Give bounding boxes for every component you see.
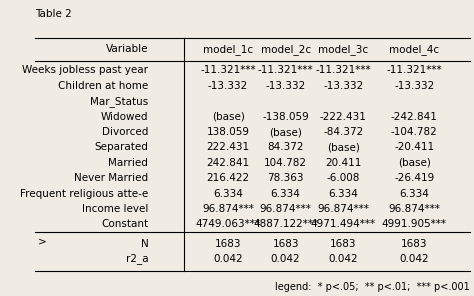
Text: 0.042: 0.042 [213, 254, 243, 264]
Text: model_2c: model_2c [261, 44, 311, 55]
Text: -11.321***: -11.321*** [316, 65, 371, 75]
Text: Separated: Separated [94, 142, 148, 152]
Text: -138.059: -138.059 [262, 112, 309, 122]
Text: 96.874***: 96.874*** [318, 204, 369, 214]
Text: 0.042: 0.042 [328, 254, 358, 264]
Text: Married: Married [109, 158, 148, 168]
Text: -84.372: -84.372 [323, 127, 364, 137]
Text: -222.431: -222.431 [320, 112, 367, 122]
Text: 1683: 1683 [330, 239, 356, 249]
Text: -13.332: -13.332 [208, 81, 248, 91]
Text: (base): (base) [398, 158, 430, 168]
Text: model_3c: model_3c [318, 44, 368, 55]
Text: -20.411: -20.411 [394, 142, 434, 152]
Text: -13.332: -13.332 [323, 81, 364, 91]
Text: -11.321***: -11.321*** [201, 65, 256, 75]
Text: 138.059: 138.059 [207, 127, 250, 137]
Text: Children at home: Children at home [58, 81, 148, 91]
Text: 1683: 1683 [215, 239, 241, 249]
Text: 216.422: 216.422 [207, 173, 250, 183]
Text: 78.363: 78.363 [267, 173, 304, 183]
Text: 1683: 1683 [401, 239, 428, 249]
Text: legend:  * p<.05;  ** p<.01;  *** p<.001: legend: * p<.05; ** p<.01; *** p<.001 [275, 282, 470, 292]
Text: (base): (base) [212, 112, 245, 122]
Text: model_4c: model_4c [389, 44, 439, 55]
Text: -11.321***: -11.321*** [386, 65, 442, 75]
Text: >: > [37, 237, 46, 247]
Text: Income level: Income level [82, 204, 148, 214]
Text: 4971.494***: 4971.494*** [311, 219, 376, 229]
Text: 222.431: 222.431 [207, 142, 250, 152]
Text: 6.334: 6.334 [271, 189, 301, 199]
Text: Variable: Variable [106, 44, 148, 54]
Text: -6.008: -6.008 [327, 173, 360, 183]
Text: (base): (base) [327, 142, 360, 152]
Text: 4887.122***: 4887.122*** [253, 219, 318, 229]
Text: (base): (base) [269, 127, 302, 137]
Text: -104.782: -104.782 [391, 127, 438, 137]
Text: 4991.905***: 4991.905*** [382, 219, 447, 229]
Text: Mar_Status: Mar_Status [90, 96, 148, 107]
Text: -26.419: -26.419 [394, 173, 434, 183]
Text: 96.874***: 96.874*** [202, 204, 254, 214]
Text: Divorced: Divorced [102, 127, 148, 137]
Text: -242.841: -242.841 [391, 112, 438, 122]
Text: model_1c: model_1c [203, 44, 253, 55]
Text: Frequent religious atte-e: Frequent religious atte-e [20, 189, 148, 199]
Text: 84.372: 84.372 [267, 142, 304, 152]
Text: Constant: Constant [101, 219, 148, 229]
Text: -13.332: -13.332 [265, 81, 306, 91]
Text: Table 2: Table 2 [36, 9, 72, 19]
Text: 6.334: 6.334 [328, 189, 358, 199]
Text: Weeks jobless past year: Weeks jobless past year [22, 65, 148, 75]
Text: Widowed: Widowed [101, 112, 148, 122]
Text: 0.042: 0.042 [271, 254, 301, 264]
Text: -13.332: -13.332 [394, 81, 434, 91]
Text: 242.841: 242.841 [207, 158, 250, 168]
Text: 6.334: 6.334 [213, 189, 243, 199]
Text: N: N [141, 239, 148, 249]
Text: Never Married: Never Married [74, 173, 148, 183]
Text: 20.411: 20.411 [325, 158, 362, 168]
Text: 96.874***: 96.874*** [388, 204, 440, 214]
Text: 0.042: 0.042 [400, 254, 429, 264]
Text: 104.782: 104.782 [264, 158, 307, 168]
Text: r2_a: r2_a [126, 254, 148, 264]
Text: -11.321***: -11.321*** [258, 65, 313, 75]
Text: 4749.063***: 4749.063*** [196, 219, 261, 229]
Text: 1683: 1683 [273, 239, 299, 249]
Text: 6.334: 6.334 [399, 189, 429, 199]
Text: 96.874***: 96.874*** [260, 204, 311, 214]
